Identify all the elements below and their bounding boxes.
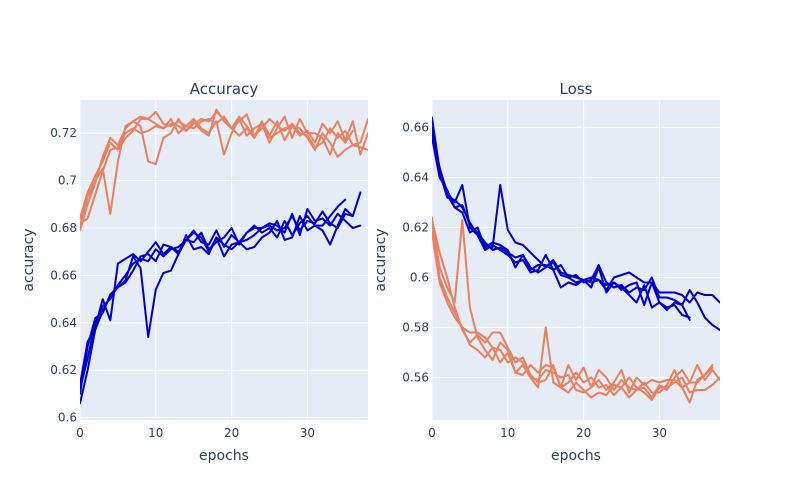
loss-plot-area bbox=[432, 100, 720, 420]
accuracy-series-line-8 bbox=[80, 208, 354, 395]
accuracy-y-axis-label: accuracy bbox=[21, 228, 37, 291]
accuracy-series-line-4 bbox=[80, 115, 354, 227]
loss-title: Loss bbox=[560, 80, 593, 98]
accuracy-y-tick-label: 0.66 bbox=[50, 268, 77, 282]
accuracy-x-tick-label: 10 bbox=[148, 426, 163, 440]
accuracy-y-tick-label: 0.62 bbox=[50, 363, 77, 377]
loss-y-tick-label: 0.66 bbox=[402, 121, 429, 135]
accuracy-y-tick-label: 0.68 bbox=[50, 221, 77, 235]
accuracy-y-tick-label: 0.72 bbox=[50, 126, 77, 140]
accuracy-series-line-1 bbox=[80, 110, 368, 220]
accuracy-x-axis-label: epochs bbox=[199, 448, 249, 464]
accuracy-subplot: 0.6 0.62 0.64 0.66 0.68 0.7 0.72 0 10 20 30 Accurac… bbox=[21, 80, 368, 464]
loss-series-line-6 bbox=[432, 221, 720, 401]
accuracy-x-tick-label: 20 bbox=[224, 426, 239, 440]
accuracy-x-tick-label: 0 bbox=[76, 426, 84, 440]
accuracy-series-line-6 bbox=[80, 208, 362, 405]
loss-x-tick-label: 10 bbox=[500, 426, 515, 440]
loss-y-tick-label: 0.6 bbox=[410, 271, 429, 285]
loss-y-tick-label: 0.56 bbox=[402, 371, 429, 385]
loss-y-tick-label: 0.62 bbox=[402, 221, 429, 235]
loss-subplot: 0.56 0.58 0.6 0.62 0.64 0.66 0 10 20 30 Loss epochs… bbox=[373, 80, 720, 464]
loss-series-line-7 bbox=[432, 231, 714, 404]
loss-x-tick-label: 30 bbox=[652, 426, 667, 440]
loss-x-tick-label: 20 bbox=[576, 426, 591, 440]
accuracy-series-line-2 bbox=[80, 108, 368, 225]
loss-series-line-8 bbox=[432, 219, 714, 399]
loss-y-axis-label: accuracy bbox=[373, 228, 389, 291]
accuracy-x-tick-label: 30 bbox=[300, 426, 315, 440]
accuracy-series-line-3 bbox=[80, 110, 368, 232]
accuracy-series-group bbox=[80, 108, 368, 405]
loss-series-group bbox=[432, 116, 720, 404]
loss-y-tick-label: 0.58 bbox=[402, 321, 429, 335]
accuracy-y-tick-label: 0.7 bbox=[58, 174, 77, 188]
accuracy-y-tick-label: 0.6 bbox=[58, 411, 77, 425]
loss-y-tick-label: 0.64 bbox=[402, 171, 429, 185]
loss-series-line-5 bbox=[432, 216, 720, 399]
loss-x-tick-label: 0 bbox=[428, 426, 436, 440]
loss-x-axis-label: epochs bbox=[551, 448, 601, 464]
accuracy-y-tick-label: 0.64 bbox=[50, 316, 77, 330]
loss-series-line-4 bbox=[432, 136, 720, 331]
accuracy-title: Accuracy bbox=[190, 80, 259, 98]
